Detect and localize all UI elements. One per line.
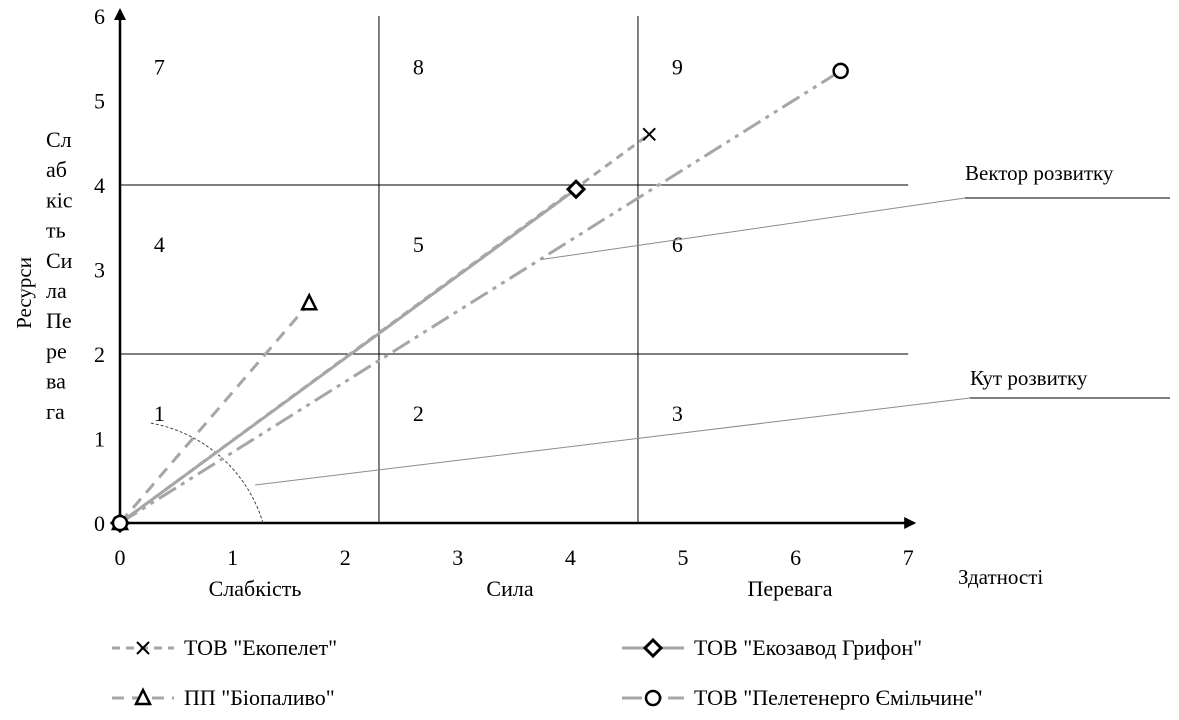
x-tick-label: 0 xyxy=(115,545,126,570)
cell-number-9: 9 xyxy=(672,55,683,80)
legend-label: ТОВ "Пелетенерго Ємільчине" xyxy=(694,685,983,710)
tick-labels: 0 1 2 3 4 5 6 7 0 1 2 3 4 5 6 xyxy=(94,4,914,570)
y-tick-label: 6 xyxy=(94,4,105,29)
x-zone-label: Сила xyxy=(486,576,533,601)
axes xyxy=(114,8,917,529)
legend: ТОВ "Екопелет" ТОВ "Екозавод Грифон" ПП "Б… xyxy=(112,635,983,710)
series-3 xyxy=(110,292,319,531)
annotation-label: Кут розвитку xyxy=(970,366,1088,390)
annotations: Вектор розвитку Кут розвитку xyxy=(255,161,1170,486)
legend-marker xyxy=(644,689,662,707)
grid-lines xyxy=(120,16,909,523)
x-tick-label: 5 xyxy=(678,545,689,570)
data-point xyxy=(300,292,319,311)
y-zone-label-fragment: ла xyxy=(46,278,67,303)
cell-number-4: 4 xyxy=(154,232,165,257)
legend-item-2: ТОВ "Екозавод Грифон" xyxy=(622,635,922,660)
legend-marker xyxy=(136,641,150,655)
cell-number-3: 3 xyxy=(672,401,683,426)
data-point xyxy=(565,179,587,200)
x-zone-label: Перевага xyxy=(747,576,832,601)
legend-item-4: ТОВ "Пелетенерго Ємільчине" xyxy=(622,685,983,710)
legend-label: ТОВ "Екозавод Грифон" xyxy=(694,635,922,660)
y-tick-label: 2 xyxy=(94,342,105,367)
series-2 xyxy=(109,179,587,534)
angle-arc xyxy=(148,422,264,524)
legend-marker xyxy=(642,637,664,659)
cell-number-1: 1 xyxy=(154,401,165,426)
y-axis-title: Ресурси xyxy=(12,257,36,329)
y-tick-label: 3 xyxy=(94,258,105,283)
development-angle-arc xyxy=(148,422,264,524)
cell-numbers: 1 2 3 4 5 6 7 8 9 xyxy=(154,55,683,426)
cell-number-8: 8 xyxy=(413,55,424,80)
y-zone-label-fragment: аб xyxy=(46,157,67,182)
series-line xyxy=(118,302,311,524)
y-zone-label-fragment: га xyxy=(46,399,65,424)
series-line xyxy=(119,69,842,525)
y-zone-label-fragment: ть xyxy=(46,218,66,243)
y-tick-label: 0 xyxy=(94,511,105,536)
y-tick-label: 4 xyxy=(94,173,105,198)
annotation-label: Вектор розвитку xyxy=(965,161,1114,185)
series-4 xyxy=(111,62,849,532)
y-tick-label: 5 xyxy=(94,89,105,114)
annotation-leader-line xyxy=(542,197,966,260)
marker-x-stroke xyxy=(136,641,150,655)
legend-item-3: ПП "Біопаливо" xyxy=(112,685,335,710)
y-tick-label: 1 xyxy=(94,427,105,452)
legend-marker xyxy=(133,687,153,706)
series-line xyxy=(119,188,577,525)
y-zone-label-fragment: ре xyxy=(46,338,67,363)
y-zone-label-fragment: ва xyxy=(46,369,66,394)
series-group xyxy=(109,62,849,534)
y-zone-label-fragment: кіс xyxy=(46,187,73,212)
x-tick-label: 7 xyxy=(903,545,914,570)
x-tick-label: 4 xyxy=(565,545,576,570)
legend-label: ПП "Біопаливо" xyxy=(184,685,335,710)
annotation-leader-line xyxy=(255,397,971,486)
legend-label: ТОВ "Екопелет" xyxy=(184,635,337,660)
x-tick-label: 6 xyxy=(790,545,801,570)
x-tick-label: 3 xyxy=(452,545,463,570)
marker-x-stroke xyxy=(642,127,656,142)
cell-number-6: 6 xyxy=(672,232,683,257)
data-point xyxy=(832,62,849,80)
y-zone-label-fragment: Пе xyxy=(46,308,72,333)
cell-number-5: 5 xyxy=(413,232,424,257)
x-zone-label: Слабкість xyxy=(209,576,302,601)
y-zone-label-fragment: Си xyxy=(46,248,73,273)
x-axis-title: Здатності xyxy=(958,565,1043,589)
data-point xyxy=(111,514,129,532)
cell-number-2: 2 xyxy=(413,401,424,426)
legend-item-1: ТОВ "Екопелет" xyxy=(112,635,337,660)
x-tick-label: 1 xyxy=(227,545,238,570)
y-zone-label-fragment: Сл xyxy=(46,127,72,152)
data-point xyxy=(642,127,656,142)
x-tick-label: 2 xyxy=(340,545,351,570)
cell-number-7: 7 xyxy=(154,55,165,80)
